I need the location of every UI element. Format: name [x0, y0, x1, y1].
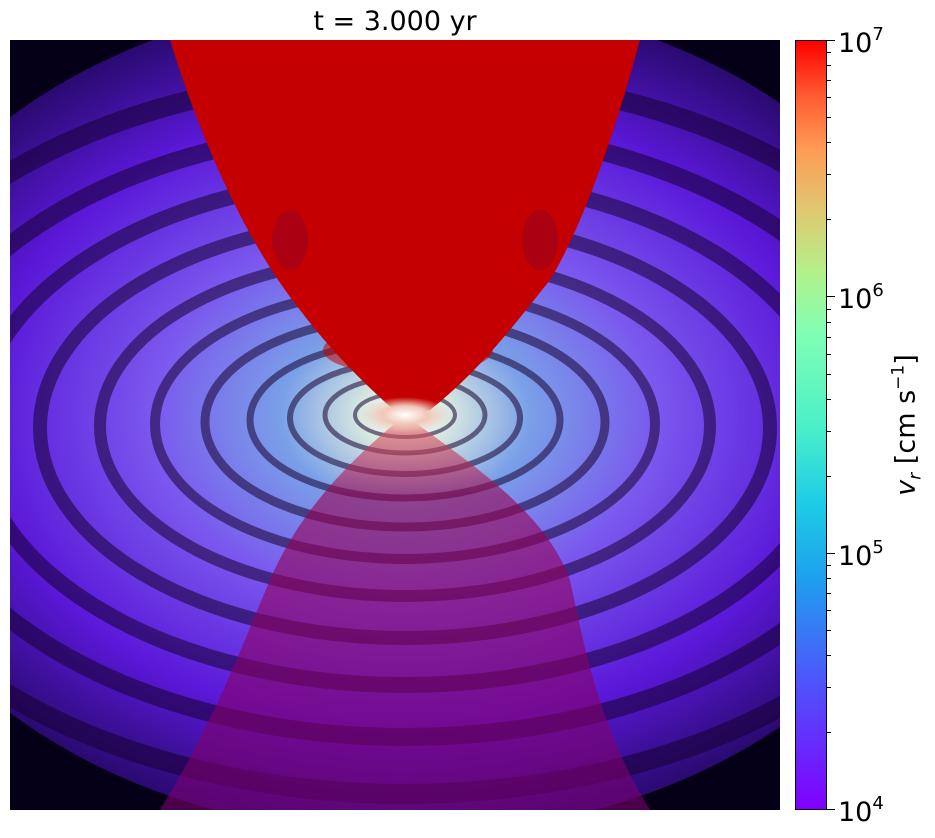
colorbar-minor-tick — [827, 337, 831, 338]
colorbar-tick — [827, 809, 835, 810]
colorbar-minor-tick — [827, 65, 831, 66]
colorbar-minor-tick — [827, 97, 831, 98]
colorbar-minor-tick — [827, 399, 831, 400]
colorbar-minor-tick — [827, 476, 831, 477]
colorbar-minor-tick — [827, 374, 831, 375]
colorbar-minor-tick — [827, 578, 831, 579]
colorbar-minor-tick — [827, 431, 831, 432]
bright-core — [360, 397, 450, 433]
colorbar — [795, 40, 827, 810]
colorbar-tick-label: 105 — [838, 537, 884, 572]
render-svg — [10, 40, 780, 810]
colorbar-minor-tick — [827, 630, 831, 631]
colorbar-minor-tick — [827, 687, 831, 688]
colorbar-tick-label: 106 — [838, 280, 884, 315]
figure-title: t = 3.000 yr — [313, 6, 477, 37]
colorbar-minor-tick — [827, 354, 831, 355]
colorbar-minor-tick — [827, 655, 831, 656]
colorbar-minor-tick — [827, 732, 831, 733]
colorbar-minor-tick — [827, 80, 831, 81]
colorbar-label: vr [cm s−1] — [888, 354, 926, 496]
colorbar-minor-tick — [827, 610, 831, 611]
colorbar-minor-tick — [827, 142, 831, 143]
colorbar-minor-tick — [827, 309, 831, 310]
colorbar-minor-tick — [827, 565, 831, 566]
colorbar-tick — [827, 553, 835, 554]
colorbar-minor-tick — [827, 593, 831, 594]
lower-outflow-cone — [160, 415, 650, 810]
colorbar-tick-label: 107 — [838, 24, 884, 59]
colorbar-tick — [827, 296, 835, 297]
colorbar-minor-tick — [827, 322, 831, 323]
colorbar-minor-tick — [827, 117, 831, 118]
colorbar-minor-tick — [827, 219, 831, 220]
colorbar-tick — [827, 40, 835, 41]
colorbar-minor-tick — [827, 174, 831, 175]
upper-jet — [170, 40, 640, 415]
volume-render-image — [10, 40, 780, 810]
colorbar-minor-tick — [827, 52, 831, 53]
colorbar-tick-label: 104 — [838, 793, 884, 828]
